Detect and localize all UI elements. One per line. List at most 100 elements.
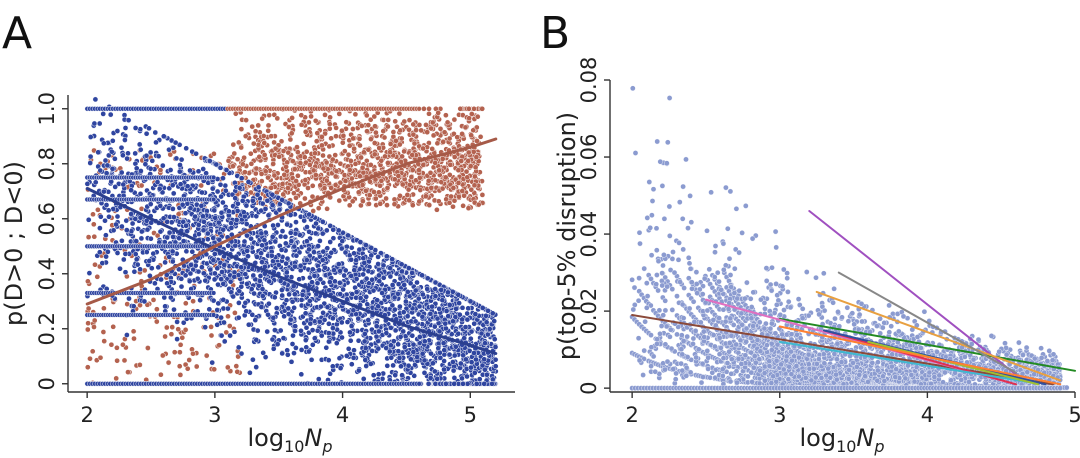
blue-data-point — [91, 120, 98, 127]
red-data-point — [300, 140, 307, 147]
blue-data-point — [211, 207, 218, 214]
blue-data-point — [235, 200, 241, 207]
blue-data-point — [278, 247, 285, 253]
red-data-point — [238, 144, 245, 151]
red-data-point — [125, 369, 131, 375]
blue-data-point — [293, 252, 300, 259]
red-data-point — [451, 116, 458, 123]
blue-data-point — [415, 295, 422, 302]
blue-data-point — [250, 356, 256, 363]
red-data-point — [401, 148, 407, 155]
red-data-point — [265, 174, 271, 181]
blue-data-point — [369, 348, 375, 354]
blue-data-point — [221, 319, 227, 326]
blue-data-point — [105, 248, 111, 255]
blue-data-point — [210, 290, 217, 296]
blue-data-point — [253, 337, 260, 343]
blue-data-point — [200, 166, 207, 172]
blue-data-point — [276, 206, 283, 213]
red-data-point — [169, 324, 176, 330]
red-data-point — [371, 189, 377, 195]
blue-data-point — [124, 332, 130, 338]
blue-data-point — [364, 301, 371, 308]
blue-data-point — [132, 251, 139, 257]
red-data-point — [288, 130, 295, 137]
blue-data-point — [137, 126, 144, 133]
blue-data-point — [184, 228, 190, 235]
red-data-point — [307, 162, 313, 168]
blue-data-point — [238, 350, 245, 357]
blue-data-point — [126, 295, 132, 302]
blue-data-point — [99, 260, 106, 266]
red-data-point — [417, 187, 424, 193]
blue-data-point — [122, 269, 129, 276]
blue-data-point — [467, 335, 474, 342]
red-data-point — [467, 163, 474, 170]
red-data-point — [372, 123, 378, 130]
blue-data-point — [292, 263, 298, 270]
red-data-point — [459, 131, 465, 137]
blue-data-point — [245, 179, 252, 185]
blue-data-point — [380, 262, 387, 269]
blue-data-point — [177, 162, 183, 168]
red-data-point — [385, 117, 392, 123]
blue-data-point — [279, 292, 286, 299]
blue-data-point — [176, 235, 182, 242]
blue-data-point — [109, 137, 116, 144]
blue-data-point — [171, 306, 177, 313]
blue-data-point — [437, 354, 444, 361]
blue-data-point — [144, 226, 151, 233]
blue-data-point — [291, 304, 297, 311]
red-data-point — [225, 313, 231, 320]
red-data-point — [392, 118, 399, 125]
blue-data-point — [239, 197, 246, 204]
red-data-point — [359, 164, 366, 171]
red-data-point — [211, 150, 217, 157]
red-data-point — [94, 273, 101, 280]
blue-data-point — [195, 268, 202, 275]
blue-data-point — [120, 181, 127, 188]
red-data-point — [230, 163, 236, 170]
blue-data-point — [206, 306, 213, 313]
red-data-point — [243, 117, 249, 123]
red-data-point — [141, 267, 148, 274]
blue-data-point — [302, 337, 309, 343]
red-data-point — [377, 182, 383, 189]
blue-data-point — [103, 232, 109, 239]
blue-data-point — [250, 197, 256, 204]
red-data-point — [430, 132, 437, 139]
blue-data-point — [148, 235, 154, 242]
red-data-point — [278, 138, 285, 145]
blue-data-point — [481, 380, 488, 387]
blue-data-point — [293, 345, 299, 351]
blue-data-point — [483, 319, 490, 326]
blue-data-point — [439, 297, 446, 304]
red-data-point — [285, 185, 291, 191]
blue-data-point — [292, 323, 299, 330]
red-data-point — [177, 341, 184, 348]
blue-data-point — [286, 291, 292, 298]
blue-data-point — [252, 317, 259, 323]
blue-data-point — [182, 272, 189, 279]
red-data-point — [326, 143, 333, 150]
red-data-point — [367, 162, 374, 168]
blue-data-point — [220, 281, 227, 287]
blue-data-point — [107, 111, 114, 118]
blue-data-point — [389, 302, 396, 309]
red-data-point — [323, 159, 330, 166]
blue-data-point — [414, 354, 420, 360]
blue-data-point — [483, 312, 489, 319]
blue-data-point — [424, 275, 431, 282]
blue-data-point — [283, 260, 289, 267]
blue-data-point — [113, 221, 119, 228]
blue-data-point — [357, 295, 364, 301]
blue-data-point — [167, 294, 174, 301]
blue-data-point — [375, 303, 382, 310]
blue-data-point — [379, 290, 385, 296]
blue-data-point — [270, 345, 277, 352]
red-data-point — [121, 357, 128, 364]
red-data-point — [340, 132, 347, 139]
red-data-point — [186, 357, 193, 363]
blue-data-point — [412, 318, 419, 325]
red-data-point — [416, 167, 422, 173]
